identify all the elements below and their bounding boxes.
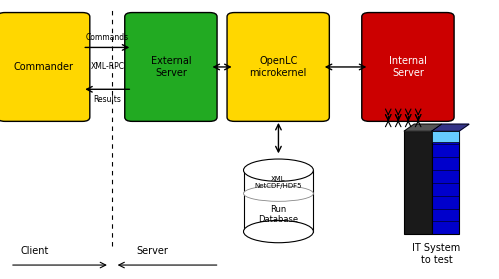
Text: Commands: Commands <box>86 33 129 42</box>
Text: OpenLC
microkernel: OpenLC microkernel <box>250 56 307 78</box>
Polygon shape <box>404 124 442 131</box>
Text: XML
NetCDF/HDF5: XML NetCDF/HDF5 <box>254 176 302 189</box>
Text: Run
Database: Run Database <box>258 205 298 224</box>
Text: XML-RPC: XML-RPC <box>90 62 124 71</box>
Text: External
Server: External Server <box>151 56 191 78</box>
Bar <box>244 170 313 232</box>
Bar <box>432 131 459 142</box>
Ellipse shape <box>244 220 313 243</box>
Text: Commander: Commander <box>13 62 74 72</box>
FancyBboxPatch shape <box>362 13 454 121</box>
FancyBboxPatch shape <box>0 13 90 121</box>
Text: IT System
to test: IT System to test <box>413 243 461 265</box>
Text: Client: Client <box>21 246 49 256</box>
Text: Internal
Server: Internal Server <box>389 56 427 78</box>
Ellipse shape <box>244 186 313 201</box>
Polygon shape <box>432 124 469 131</box>
FancyBboxPatch shape <box>125 13 217 121</box>
FancyBboxPatch shape <box>227 13 329 121</box>
Bar <box>432 131 459 234</box>
Text: Server: Server <box>136 246 168 256</box>
Ellipse shape <box>244 159 313 181</box>
Text: Results: Results <box>93 95 121 104</box>
Bar <box>404 131 432 234</box>
